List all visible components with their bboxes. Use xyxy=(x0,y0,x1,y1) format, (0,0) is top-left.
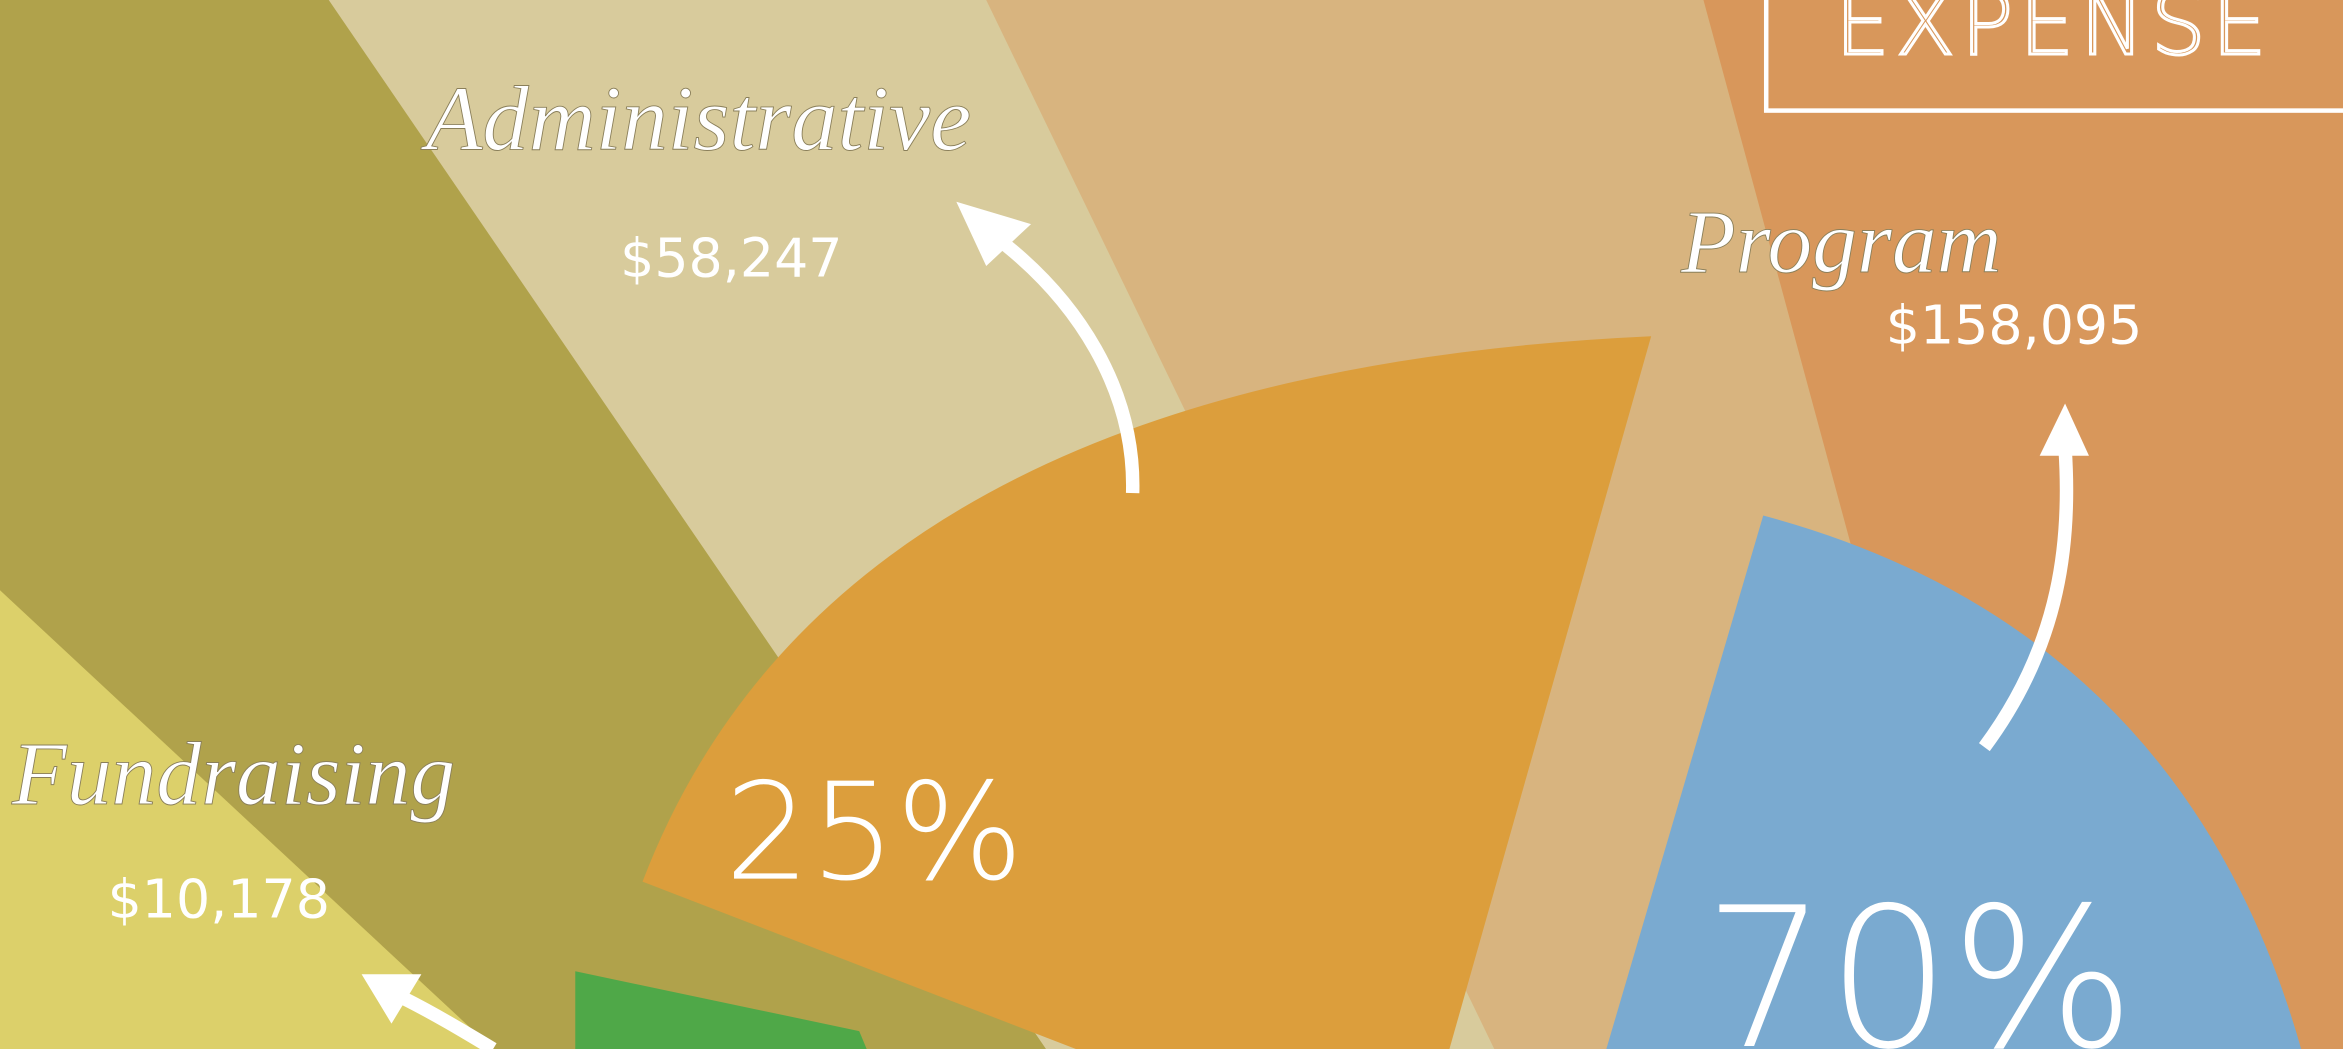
infographic: EXPENSE Administrative $58,247 25% Progr… xyxy=(0,0,2343,1049)
segment-label: Program xyxy=(1680,193,2001,292)
segment-percent: 25% xyxy=(725,754,1024,911)
segment-label: Administrative xyxy=(420,67,971,170)
title: EXPENSE xyxy=(1835,0,2273,75)
segment-percent: 70% xyxy=(1703,866,2135,1049)
segment-amount: $10,178 xyxy=(108,868,330,931)
segment-label: Fundraising xyxy=(11,725,455,824)
segment-amount: $158,095 xyxy=(1886,294,2143,357)
segment-amount: $58,247 xyxy=(620,226,842,289)
